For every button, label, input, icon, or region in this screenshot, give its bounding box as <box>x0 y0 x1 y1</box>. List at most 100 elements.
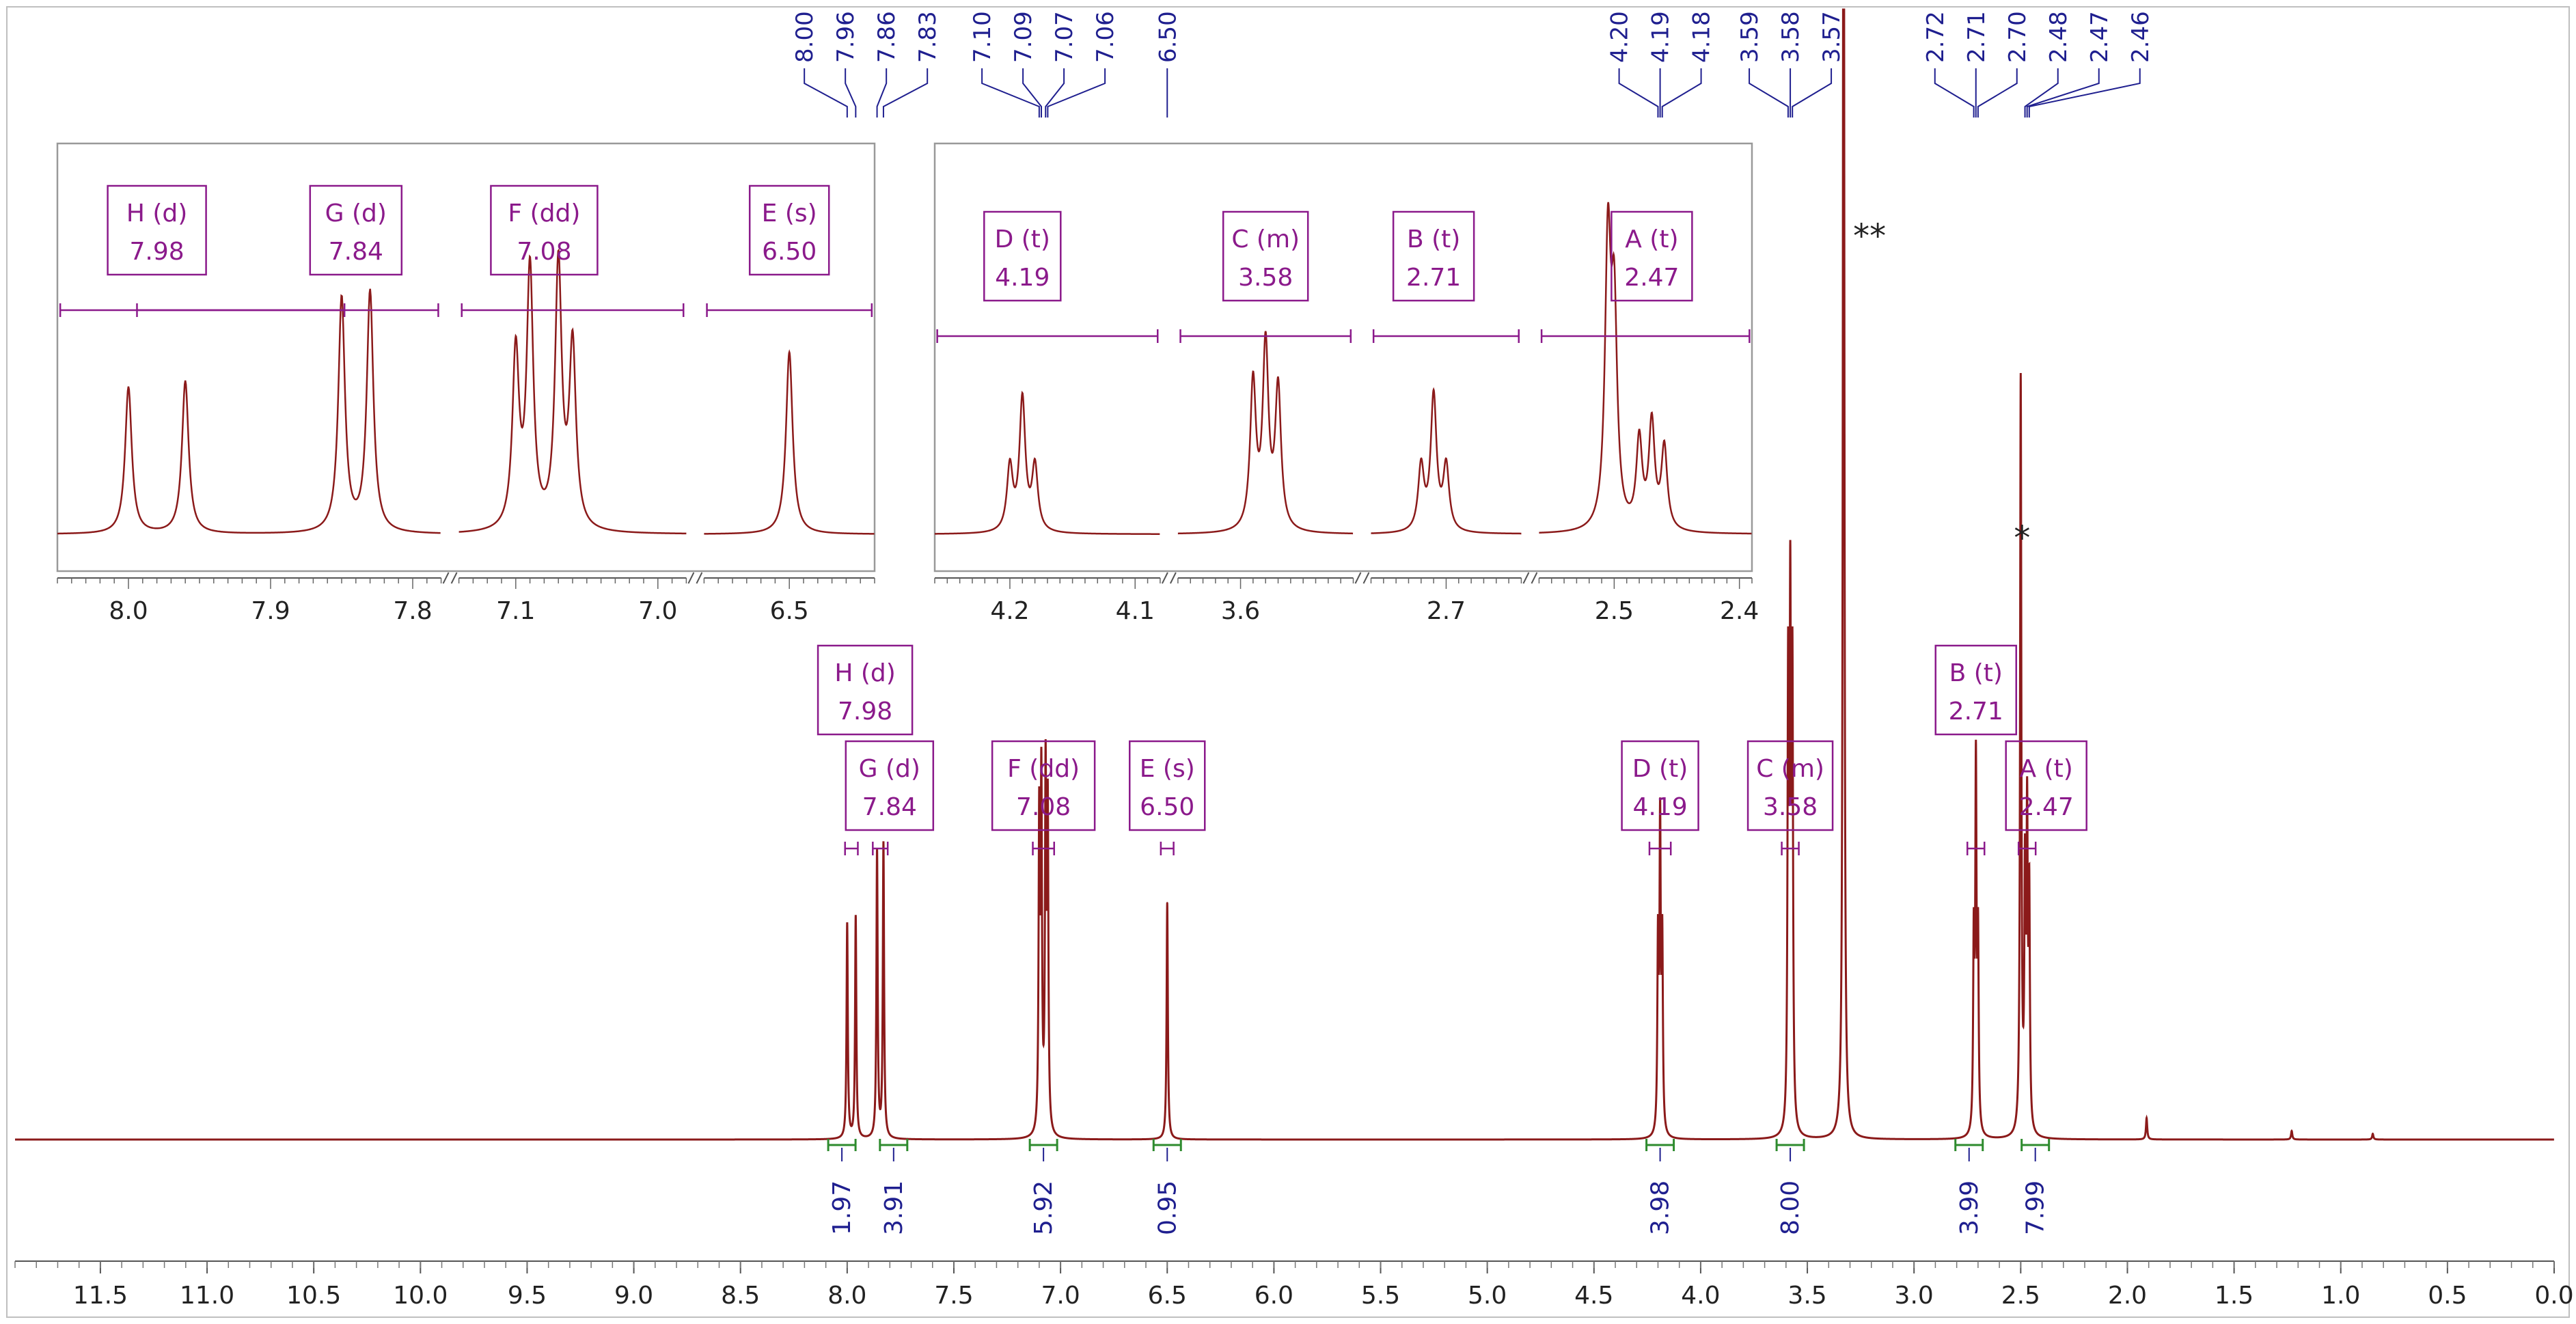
peak-pick-label: 2.46 <box>2127 11 2154 63</box>
x-tick-label: 7.5 <box>934 1282 973 1310</box>
multiplet-label: A (t) <box>2020 755 2073 783</box>
multiplet-shift: 7.84 <box>862 793 917 821</box>
peak-pick-label: 2.72 <box>1922 11 1949 63</box>
multiplet-box <box>2005 740 2087 831</box>
inset-spectrum-segment <box>935 390 1160 535</box>
spectrum-peak <box>1047 823 1049 825</box>
inset-tick-label: 3.6 <box>1221 597 1260 625</box>
spectrum-peak <box>2146 1117 2148 1119</box>
peak-pick-leader <box>981 68 1040 118</box>
multiplet-box <box>1129 740 1206 831</box>
inset-multiplet-shift: 2.47 <box>1624 264 1679 292</box>
integral-value: 0.95 <box>1153 1181 1181 1235</box>
spectrum-peak <box>1661 952 1663 954</box>
multiplet-shift: 7.98 <box>838 698 892 726</box>
inset-tick-label: 2.7 <box>1427 597 1466 625</box>
spectrum-line <box>15 8 2554 1141</box>
spectrum-peak <box>882 844 885 846</box>
integral-value: 5.92 <box>1030 1181 1058 1235</box>
inset-multiplet-shift: 7.08 <box>517 238 571 266</box>
multiplet-shift: 3.58 <box>1763 793 1818 821</box>
spectrum-peak <box>1975 780 1977 782</box>
peak-pick-leader <box>1977 68 2018 118</box>
multiplet-label: B (t) <box>1949 659 2003 687</box>
peak-pick-leader <box>1661 68 1702 118</box>
peak-pick-label: 7.86 <box>873 11 901 63</box>
spectrum-peak <box>1789 636 1792 639</box>
x-tick-label: 7.0 <box>1041 1282 1080 1310</box>
inset-multiplet-box <box>107 184 207 276</box>
peak-pick-label: 7.09 <box>1010 11 1037 63</box>
inset-multiplet-box <box>1611 210 1693 302</box>
integral-value: 3.98 <box>1647 1181 1675 1235</box>
x-tick-label: 8.5 <box>721 1282 760 1310</box>
multiplet-labels: H (d) 7.98 G (d) 7.84 F (dd) 7.08 E (s) 6.50 D (… <box>817 644 2087 855</box>
inset-multiplet-box <box>490 184 599 276</box>
multiplet-shift: 7.08 <box>1016 793 1071 821</box>
multiplet-label: G (d) <box>859 755 920 783</box>
inset-axis-break <box>687 572 703 584</box>
multiplet-label: E (s) <box>1140 755 1195 783</box>
peak-pick-leader <box>876 68 888 118</box>
inset-tick-label: 8.0 <box>109 597 148 625</box>
peak-pick-label: 3.59 <box>1736 11 1764 63</box>
inset-multiplet-label: B (t) <box>1407 225 1460 253</box>
inset-spectrum-segment <box>1371 387 1522 535</box>
peak-pick-label: 4.20 <box>1606 11 1634 63</box>
multiplet-label: D (t) <box>1632 755 1688 783</box>
peak-pick-label: 7.10 <box>969 11 996 63</box>
x-tick-label: 11.0 <box>180 1282 234 1310</box>
peak-pick-label: 6.50 <box>1154 11 1181 63</box>
peak-pick-label: 7.06 <box>1092 11 1119 63</box>
spectrum-peak <box>1045 787 1047 789</box>
multiplet-shift: 2.71 <box>1949 698 2003 726</box>
inset-multiplet-box <box>1392 210 1475 302</box>
inset-multiplet-label: G (d) <box>325 199 387 227</box>
spectrum-peak <box>2024 894 2026 897</box>
peak-pick-label: 7.96 <box>832 11 860 63</box>
peak-pick-label: 2.71 <box>1963 11 1990 63</box>
main-spectrum <box>15 8 2554 1141</box>
inset-multiplet-shift: 6.50 <box>762 238 817 266</box>
multiplet-label: C (m) <box>1756 755 1824 783</box>
inset-axis-break <box>1522 572 1538 584</box>
peak-pick-leader <box>1022 68 1043 118</box>
peak-pick-label: 3.57 <box>1818 11 1846 63</box>
peak-pick-leader <box>1047 68 1106 118</box>
peak-pick-label: 4.19 <box>1647 11 1675 63</box>
inset-tick-label: 7.9 <box>251 597 290 625</box>
inset-tick-label: 6.5 <box>770 597 809 625</box>
peak-pick-label: 3.58 <box>1777 11 1805 63</box>
inset-multiplet-box <box>983 210 1062 302</box>
inset-tick-label: 4.2 <box>990 597 1029 625</box>
x-tick-label: 9.0 <box>614 1282 653 1310</box>
x-tick-label: 4.0 <box>1681 1282 1720 1310</box>
inset-tick-label: 7.1 <box>496 597 535 625</box>
inset-spectrum-segment <box>458 248 687 535</box>
spectrum-peak <box>1973 952 1975 954</box>
peak-pick-leader <box>1792 68 1833 118</box>
x-tick-label: 3.5 <box>1787 1282 1826 1310</box>
inset-spectrum-segment <box>704 349 875 535</box>
integral-value: 3.99 <box>1956 1181 1984 1235</box>
multiplet-box <box>817 644 914 736</box>
spectrum-peak <box>855 916 857 918</box>
multiplet-label: H (d) <box>834 659 895 687</box>
multiplet-box <box>1621 740 1699 831</box>
inset-multiplet-label: D (t) <box>995 225 1050 253</box>
inset-multiplet-label: H (d) <box>126 199 187 227</box>
x-tick-label: 4.5 <box>1574 1282 1613 1310</box>
peak-pick-label: 2.47 <box>2086 11 2113 63</box>
inset-tick-label: 7.8 <box>393 597 432 625</box>
solvent-annotation: * <box>2014 519 2030 557</box>
inset-multiplet-shift: 7.98 <box>130 238 184 266</box>
peak-pick-label: 2.48 <box>2045 11 2072 63</box>
multiplet-shift: 4.19 <box>1633 793 1688 821</box>
multiplet-shift: 2.47 <box>2019 793 2074 821</box>
integral-list: 1.97 3.91 5.92 0.95 3.98 8.00 3.99 7.99 <box>827 1139 2051 1235</box>
spectrum-peak <box>1659 837 1661 840</box>
x-tick-label: 5.5 <box>1361 1282 1400 1310</box>
solvent-annotation: ** <box>1853 217 1886 256</box>
